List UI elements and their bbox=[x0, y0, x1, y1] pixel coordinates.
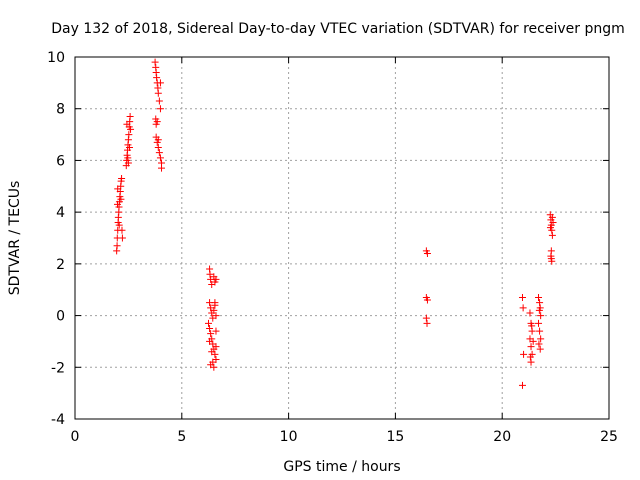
data-point-marker bbox=[123, 120, 131, 128]
data-point-marker bbox=[114, 185, 122, 193]
data-point-marker bbox=[125, 144, 133, 151]
data-point-marker bbox=[549, 218, 557, 226]
data-point-marker bbox=[124, 159, 132, 167]
x-tick-label: 25 bbox=[600, 429, 618, 445]
data-point-marker bbox=[212, 275, 220, 283]
data-point-marker bbox=[126, 112, 134, 120]
data-point-marker bbox=[518, 381, 526, 389]
data-point-marker bbox=[535, 293, 543, 301]
data-point-marker bbox=[536, 327, 544, 335]
data-point-marker bbox=[548, 231, 556, 239]
data-point-marker bbox=[527, 358, 535, 366]
data-point-marker bbox=[536, 299, 544, 307]
data-point-marker bbox=[423, 250, 431, 258]
data-point-marker bbox=[155, 97, 163, 105]
data-point-marker bbox=[535, 306, 543, 314]
data-point-marker bbox=[528, 322, 536, 330]
x-tick-label: 5 bbox=[177, 429, 186, 445]
data-point-marker bbox=[208, 348, 216, 356]
y-tick-label: -4 bbox=[51, 412, 65, 428]
data-point-marker bbox=[526, 353, 534, 361]
data-point-marker bbox=[423, 296, 431, 304]
data-point-marker bbox=[519, 304, 527, 312]
data-point-marker bbox=[118, 175, 126, 183]
data-point-marker bbox=[206, 337, 214, 345]
data-point-marker bbox=[206, 325, 214, 332]
data-point-marker bbox=[124, 154, 132, 162]
y-tick-label: 0 bbox=[56, 309, 65, 325]
y-tick-label: -2 bbox=[51, 360, 65, 376]
plot-border bbox=[74, 56, 610, 420]
data-point-marker bbox=[153, 118, 161, 126]
grid-lines bbox=[75, 57, 609, 419]
data-point-marker bbox=[117, 195, 125, 203]
data-point-marker bbox=[212, 312, 220, 320]
data-point-marker bbox=[156, 105, 164, 113]
data-point-marker bbox=[535, 319, 543, 327]
y-tick-label: 8 bbox=[56, 102, 65, 118]
data-point-marker bbox=[210, 306, 218, 314]
data-point-marker bbox=[212, 327, 220, 335]
data-point-marker bbox=[154, 144, 162, 151]
data-point-marker bbox=[537, 312, 545, 320]
x-axis-label: GPS time / hours bbox=[283, 459, 400, 475]
data-point-marker bbox=[537, 335, 545, 343]
data-point-marker bbox=[153, 74, 161, 82]
data-point-marker bbox=[118, 226, 126, 234]
x-tick-label: 10 bbox=[280, 429, 298, 445]
data-point-marker bbox=[526, 309, 534, 317]
data-point-marker bbox=[114, 200, 122, 208]
data-point-marker bbox=[548, 213, 556, 221]
x-tick-label: 20 bbox=[493, 429, 511, 445]
data-point-marker bbox=[518, 293, 526, 301]
data-point-marker bbox=[125, 131, 133, 139]
data-point-marker bbox=[205, 319, 212, 327]
data-point-marker bbox=[113, 242, 121, 250]
data-point-marker bbox=[529, 337, 537, 345]
data-point-marker bbox=[115, 221, 123, 229]
data-point-marker bbox=[206, 270, 214, 278]
data-point-marker bbox=[547, 255, 555, 263]
y-tick-label: 4 bbox=[56, 205, 65, 221]
data-point-marker bbox=[211, 299, 219, 307]
data-point-marker bbox=[422, 314, 430, 322]
data-point-marker bbox=[118, 234, 126, 242]
y-axis-label: SDTVAR / TECUs bbox=[7, 181, 23, 296]
data-point-marker bbox=[536, 345, 544, 353]
x-tick-label: 15 bbox=[386, 429, 404, 445]
data-point-marker bbox=[546, 224, 554, 232]
data-point-marker bbox=[209, 358, 217, 366]
chart-title: Day 132 of 2018, Sidereal Day-to-day VTE… bbox=[51, 21, 625, 37]
data-point-marker bbox=[156, 154, 164, 162]
data-point-marker bbox=[158, 164, 166, 172]
data-point-marker bbox=[527, 343, 535, 351]
data-points bbox=[113, 58, 557, 389]
y-tick-label: 10 bbox=[47, 50, 65, 66]
x-tick-label: 0 bbox=[71, 429, 80, 445]
data-point-marker bbox=[154, 136, 162, 144]
data-point-marker bbox=[127, 125, 135, 133]
data-point-marker bbox=[210, 363, 218, 371]
y-tick-label: 2 bbox=[56, 257, 65, 273]
y-tick-label: 6 bbox=[56, 153, 65, 169]
axis-ticks: 0 5 10 15 20 25 -4 -2 0 2 4 6 8 10 bbox=[47, 50, 618, 445]
data-point-marker bbox=[423, 319, 431, 327]
data-point-marker bbox=[155, 149, 163, 157]
data-point-marker bbox=[207, 330, 215, 338]
data-point-marker bbox=[212, 343, 220, 351]
data-point-marker bbox=[535, 340, 543, 348]
data-point-marker bbox=[156, 79, 164, 87]
data-point-marker bbox=[520, 350, 528, 358]
data-point-marker bbox=[151, 58, 159, 66]
data-point-marker bbox=[154, 89, 162, 97]
